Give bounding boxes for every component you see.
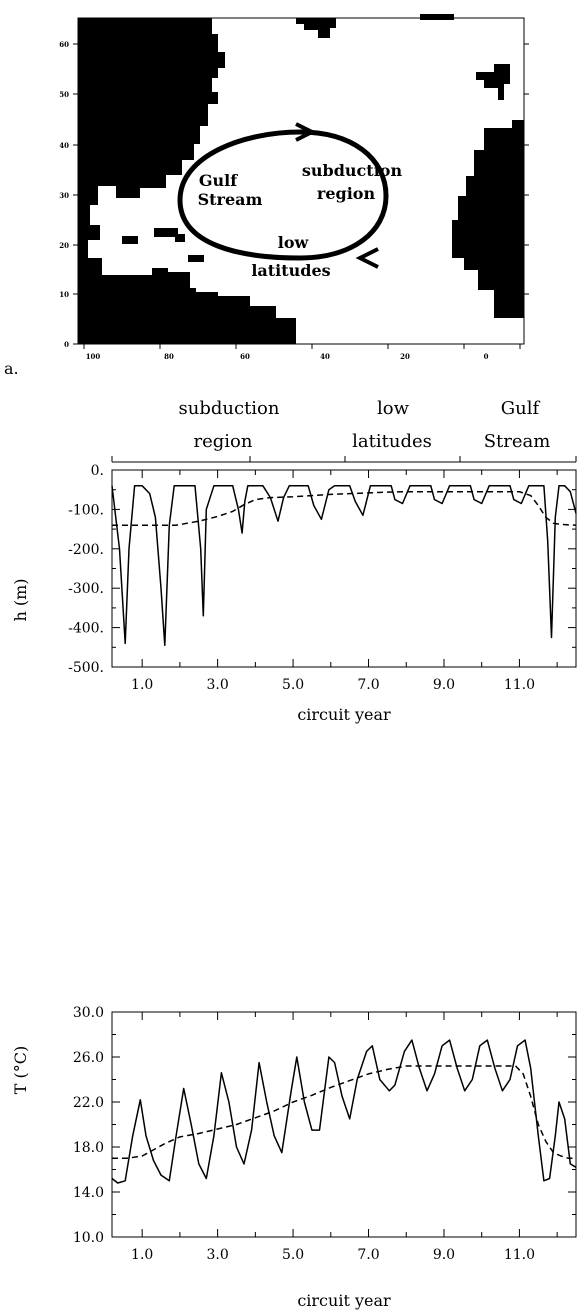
t-y-ticks: 30.0 26.0 22.0 18.0 14.0 10.0 — [73, 1005, 104, 1246]
chart-t: 30.0 26.0 22.0 18.0 14.0 10.0 1.0 3.0 5.0 7.0 9.0… — [11, 1005, 577, 1310]
h-y-tick-label: -300. — [68, 581, 104, 597]
map-frame — [77, 17, 525, 345]
map-y-tick: 50 — [59, 90, 69, 99]
loop-arrow-west — [355, 247, 379, 269]
t-x-tick-label: 9.0 — [433, 1247, 455, 1263]
t-lines — [111, 1039, 577, 1184]
label-low: low — [278, 233, 310, 252]
t-ticks — [112, 1011, 576, 1238]
map-x-tick: 20 — [400, 352, 410, 361]
map-ticks — [73, 43, 529, 349]
h-x-tick-label: 3.0 — [206, 677, 228, 693]
t-plot-frame — [111, 1011, 577, 1238]
h-y-tick-label: -500. — [68, 660, 104, 676]
h-ticks — [112, 469, 576, 668]
map-x-tick: 100 — [86, 352, 101, 361]
h-y-tick-label: -400. — [68, 621, 104, 637]
t-y-tick-label: 22.0 — [73, 1095, 104, 1111]
t-y-tick-label: 26.0 — [73, 1050, 104, 1066]
region-divider-ticks — [111, 456, 577, 462]
h-x-tick-label: 7.0 — [357, 677, 379, 693]
circulation-loop — [177, 129, 389, 261]
map-y-tick: 0 — [64, 340, 69, 349]
map-panel: 100 80 60 40 20 0 0 10 20 30 40 50 60 Gu… — [4, 14, 529, 378]
map-y-tick: 20 — [59, 241, 69, 250]
h-series-seasonal-solid — [111, 485, 577, 647]
h-x-tick-label: 1.0 — [131, 677, 153, 693]
h-x-tick-label: 9.0 — [433, 677, 455, 693]
t-x-tick-label: 1.0 — [131, 1247, 153, 1263]
h-lines — [111, 485, 577, 647]
t-x-tick-label: 5.0 — [282, 1247, 304, 1263]
panel-label-a: a. — [4, 359, 19, 378]
h-y-tick-label: -200. — [68, 542, 104, 558]
h-x-ticks: 1.0 3.0 5.0 7.0 9.0 11.0 — [131, 677, 535, 693]
chart-h: 0. -100. -200. -300. -400. -500. 1.0 3.0 5.0 7.0… — [11, 463, 577, 724]
label-latitudes: latitudes — [251, 261, 330, 280]
map-x-tick: 60 — [240, 352, 250, 361]
label-region: region — [317, 184, 376, 203]
region-low-1: low — [377, 398, 410, 419]
h-x-tick-label: 11.0 — [504, 677, 535, 693]
region-gulf-2: Stream — [484, 431, 551, 452]
t-series-mean-dashed — [112, 1065, 576, 1160]
label-gulf: Gulf — [199, 171, 238, 190]
h-x-tick-label: 5.0 — [282, 677, 304, 693]
h-y-tick-label: -100. — [68, 502, 104, 518]
t-x-tick-label: 11.0 — [504, 1247, 535, 1263]
map-y-tick: 40 — [59, 141, 69, 150]
region-subduction-2: region — [194, 431, 253, 452]
map-y-tick: 60 — [59, 40, 69, 49]
h-series-mean-dashed — [112, 490, 577, 526]
region-gulf-1: Gulf — [501, 398, 541, 419]
h-x-label: circuit year — [297, 705, 391, 724]
t-x-label: circuit year — [297, 1291, 391, 1310]
label-stream: Stream — [198, 190, 263, 209]
region-subduction-1: subduction — [179, 398, 280, 419]
t-x-tick-label: 7.0 — [357, 1247, 379, 1263]
map-y-tick: 10 — [59, 290, 69, 299]
land-mass — [78, 14, 524, 344]
map-x-tick: 40 — [320, 352, 330, 361]
t-y-tick-label: 30.0 — [73, 1005, 104, 1021]
t-y-label: T (°C) — [11, 1046, 30, 1094]
map-x-tick: 0 — [484, 352, 489, 361]
h-plot-frame — [111, 469, 577, 668]
label-subduction: subduction — [302, 161, 403, 180]
t-y-tick-label: 10.0 — [73, 1230, 104, 1246]
h-y-label: h (m) — [11, 578, 30, 621]
h-y-tick-label: 0. — [91, 463, 104, 479]
map-y-tick: 30 — [59, 191, 69, 200]
t-series-seasonal-solid — [111, 1039, 577, 1184]
t-y-tick-label: 14.0 — [73, 1185, 104, 1201]
region-low-2: latitudes — [352, 431, 432, 452]
loop-arrow-east — [295, 122, 317, 142]
region-header: subduction region low latitudes Gulf Str… — [179, 398, 551, 452]
t-x-ticks: 1.0 3.0 5.0 7.0 9.0 11.0 — [131, 1247, 535, 1263]
h-y-ticks: 0. -100. -200. -300. -400. -500. — [68, 463, 104, 676]
map-x-tick: 80 — [164, 352, 174, 361]
t-y-tick-label: 18.0 — [73, 1140, 104, 1156]
t-x-tick-label: 3.0 — [206, 1247, 228, 1263]
